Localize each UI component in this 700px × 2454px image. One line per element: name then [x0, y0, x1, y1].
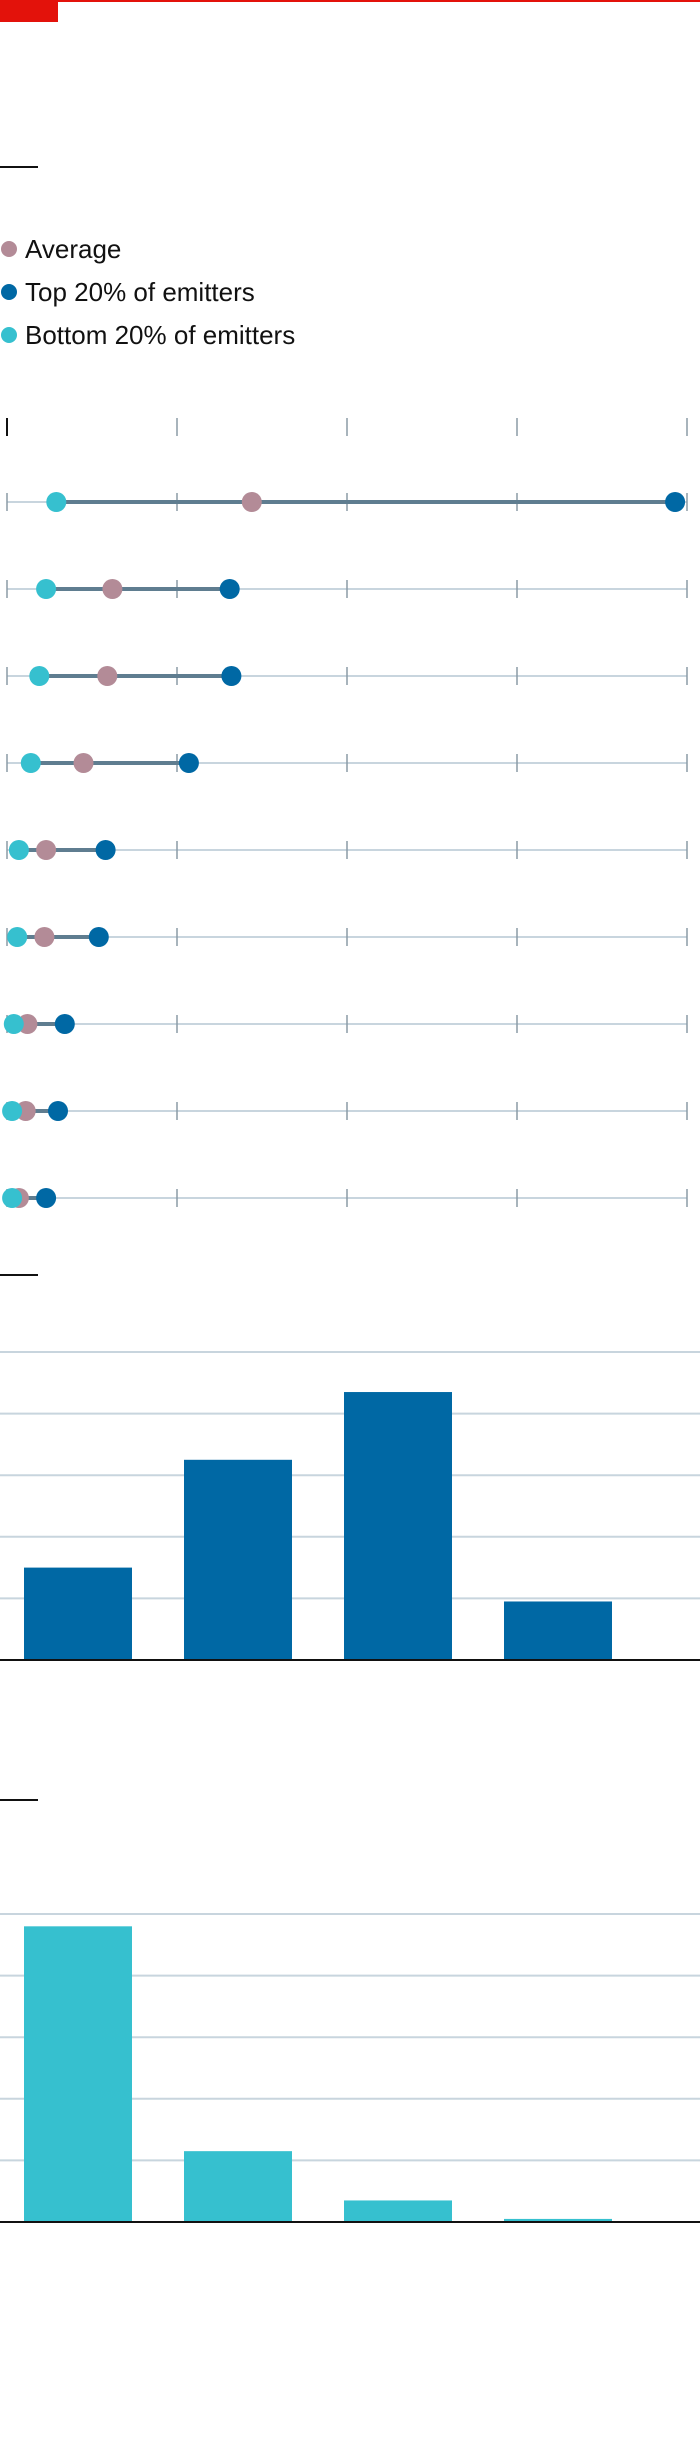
legend-label-1: Top 20% of emitters: [25, 277, 255, 307]
legend-swatch-1: [1, 284, 17, 300]
bar-2-0: [24, 1926, 132, 2222]
bar-2-1: [184, 2151, 292, 2222]
top-dot-8: [36, 1188, 57, 1208]
top-dot-0: [665, 492, 686, 512]
bar-1-0: [24, 1567, 132, 1660]
bar-2-3: [504, 2218, 612, 2222]
section-dash-1: [0, 1274, 38, 1276]
bottom-dot-6: [3, 1014, 24, 1034]
avg-dot-5: [34, 927, 55, 947]
bar-1-1: [184, 1459, 292, 1660]
legend-swatch-0: [1, 241, 17, 257]
accent-red-block: [0, 0, 58, 22]
bottom-dot-0: [46, 492, 67, 512]
legend-label-0: Average: [25, 234, 121, 264]
top-dot-1: [219, 579, 240, 599]
avg-dot-1: [102, 579, 123, 599]
legend-label-2: Bottom 20% of emitters: [25, 320, 295, 350]
bottom-dot-1: [36, 579, 57, 599]
avg-dot-2: [97, 666, 118, 686]
bottom-dot-2: [29, 666, 50, 686]
bottom-dot-7: [2, 1101, 23, 1121]
top-dot-2: [221, 666, 242, 686]
bar-1-2: [344, 1392, 452, 1660]
bar-2-2: [344, 2200, 452, 2222]
bottom-dot-5: [7, 927, 28, 947]
bar-1-3: [504, 1601, 612, 1660]
top-dot-4: [95, 840, 116, 860]
accent-red-rule: [0, 0, 700, 2]
bottom-dot-3: [20, 753, 41, 773]
avg-dot-0: [241, 492, 262, 512]
bottom-dot-4: [8, 840, 29, 860]
section-dash-2: [0, 1799, 38, 1801]
bottom-dot-8: [2, 1188, 23, 1208]
top-dot-6: [54, 1014, 75, 1034]
avg-dot-3: [73, 753, 94, 773]
top-dot-7: [48, 1101, 68, 1121]
top-dot-5: [88, 927, 109, 947]
section-dash: [0, 166, 38, 168]
legend-swatch-2: [1, 327, 17, 343]
top-dot-3: [178, 753, 199, 773]
avg-dot-4: [36, 840, 57, 860]
